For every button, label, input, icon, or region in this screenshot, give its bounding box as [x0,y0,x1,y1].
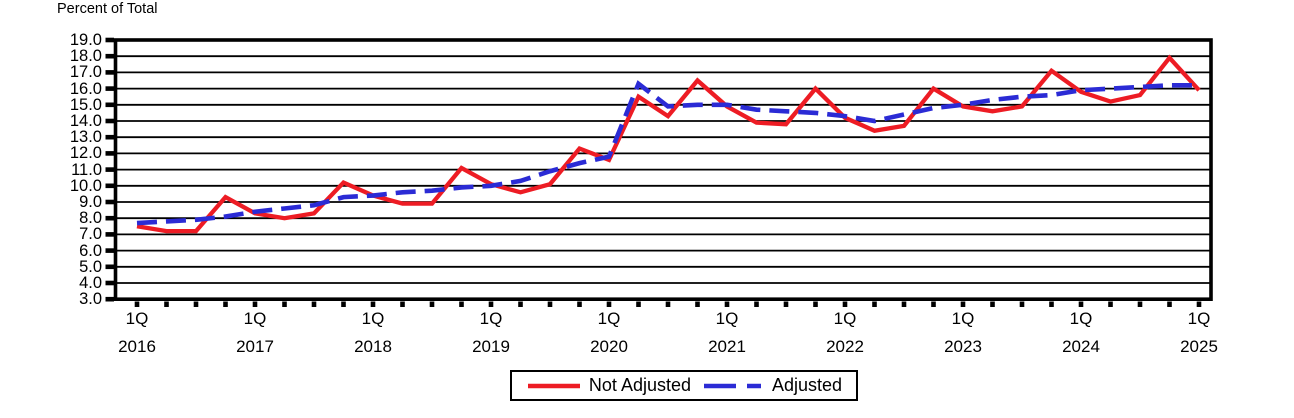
y-tick [105,296,114,302]
series-line-adjusted [136,80,1199,226]
x-tick [252,301,258,307]
y-tick [105,248,114,253]
x-tick [783,301,789,307]
y-tick [105,183,114,189]
x-tick [400,301,405,307]
legend-label-not-adjusted: Not Adjusted [588,375,691,395]
legend-item-not-adjusted: Not Adjusted [526,375,691,396]
y-tick [105,86,114,91]
x-tick [665,301,671,307]
y-tick [105,102,114,108]
legend-dashed-line-icon [704,383,764,388]
legend-label-adjusted: Adjusted [772,375,843,395]
x-tick [577,301,582,307]
x-tick [636,301,641,307]
x-tick [990,301,995,307]
x-tick [754,301,759,307]
x-tick [282,301,287,307]
x-tick [1108,301,1113,307]
x-tick [488,301,494,307]
legend-item-adjusted: Adjusted [703,375,842,396]
x-tick [813,301,818,307]
x-tick [223,301,228,307]
x-tick [931,301,936,307]
x-tick [134,301,140,307]
x-tick [1049,301,1054,307]
x-tick [1078,301,1084,307]
x-tick [429,301,435,307]
x-tick [547,301,553,307]
plot-border [113,38,1213,302]
x-tick [1137,301,1143,307]
y-tick [105,167,114,172]
x-tick [193,301,199,307]
y-tick [105,280,114,286]
y-tick [105,70,114,75]
chart-title: Percent of Total [57,1,158,17]
y-tick [105,151,114,156]
x-tick [724,301,730,307]
legend-solid-line-icon [527,383,580,388]
x-tick [164,301,169,307]
x-tick [960,301,966,307]
y-tick [105,215,114,221]
x-tick [341,301,346,307]
chart-legend: Not Adjusted Adjusted [510,370,858,401]
x-tick [311,301,317,307]
x-tick [459,301,464,307]
x-tick [1196,301,1202,307]
x-tick [518,301,523,307]
x-tick [370,301,376,307]
x-tick [1167,301,1172,307]
x-tick [842,301,848,307]
x-tick [901,301,907,307]
y-tick [105,199,114,205]
x-tick [695,301,700,307]
x-tick [872,301,877,307]
y-tick [105,37,114,43]
y-tick [105,134,114,140]
series-line-not-adjusted [136,54,1201,234]
y-tick [105,118,114,124]
y-tick [105,53,114,59]
x-tick [606,301,612,307]
x-tick [1019,301,1025,307]
y-tick [105,232,114,237]
y-tick [105,264,114,270]
